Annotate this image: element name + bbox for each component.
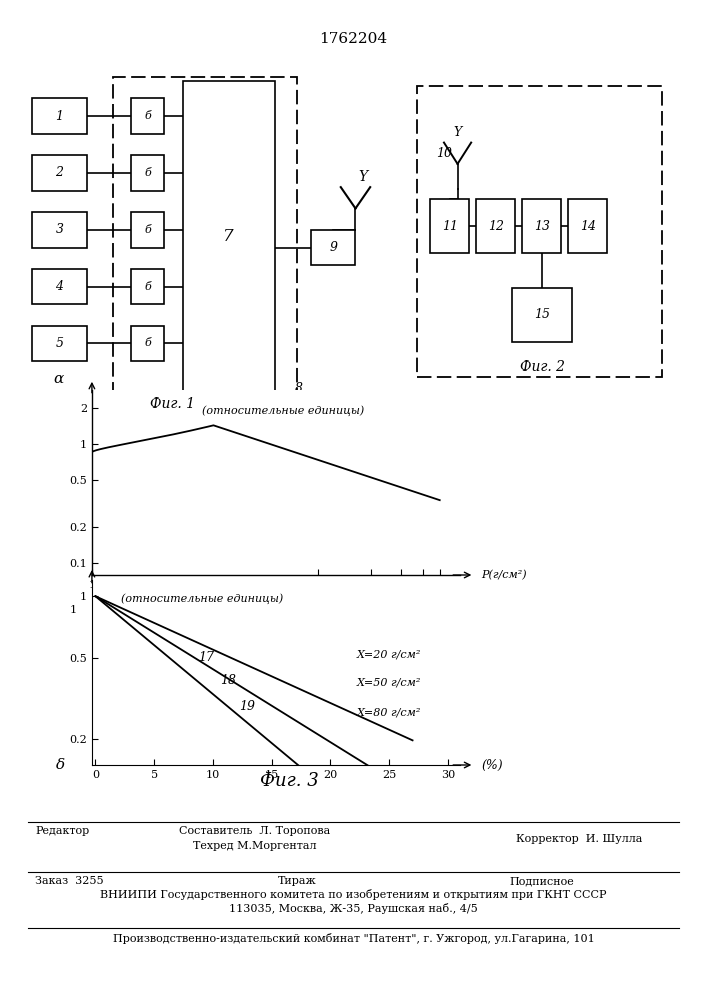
Bar bbox=[512, 288, 571, 342]
Bar bbox=[132, 269, 164, 304]
Bar bbox=[132, 155, 164, 191]
Text: (относительные единицы): (относительные единицы) bbox=[202, 405, 364, 416]
Bar bbox=[431, 199, 469, 253]
Text: δ: δ bbox=[56, 758, 65, 772]
Text: 15: 15 bbox=[534, 308, 550, 322]
Text: 1762204: 1762204 bbox=[320, 32, 387, 46]
Bar bbox=[132, 326, 164, 361]
Text: 10: 10 bbox=[436, 147, 452, 160]
Bar bbox=[32, 155, 87, 191]
Text: Техред М.Моргентал: Техред М.Моргентал bbox=[193, 841, 316, 851]
Text: б: б bbox=[144, 168, 151, 178]
Text: 113035, Москва, Ж-35, Раушская наб., 4/5: 113035, Москва, Ж-35, Раушская наб., 4/5 bbox=[229, 903, 478, 914]
Text: Фиг. 2: Фиг. 2 bbox=[520, 360, 565, 374]
Text: 8: 8 bbox=[295, 382, 303, 395]
Bar bbox=[32, 269, 87, 304]
Text: б: б bbox=[144, 225, 151, 235]
Text: X=50 г/см²: X=50 г/см² bbox=[356, 677, 421, 687]
Text: 3: 3 bbox=[56, 223, 64, 236]
Bar bbox=[132, 98, 164, 134]
Text: 19: 19 bbox=[239, 700, 255, 712]
Text: Фиг. 1: Фиг. 1 bbox=[153, 432, 198, 446]
Bar bbox=[182, 81, 274, 393]
Text: Редактор: Редактор bbox=[35, 826, 90, 836]
Bar bbox=[32, 212, 87, 247]
Text: Фиг. 3: Фиг. 3 bbox=[260, 772, 320, 790]
Text: 9: 9 bbox=[329, 241, 337, 254]
Text: б: б bbox=[144, 338, 151, 348]
Text: 7: 7 bbox=[223, 228, 234, 245]
Text: 11: 11 bbox=[442, 220, 458, 233]
Bar bbox=[32, 98, 87, 134]
Text: 1: 1 bbox=[56, 110, 64, 123]
Bar bbox=[311, 230, 356, 265]
Bar bbox=[132, 212, 164, 247]
Text: X=80 г/см²: X=80 г/см² bbox=[356, 707, 421, 717]
Bar bbox=[568, 199, 607, 253]
Text: Подписное: Подписное bbox=[509, 876, 574, 886]
Text: ВНИИПИ Государственного комитета по изобретениям и открытиям при ГКНТ СССР: ВНИИПИ Государственного комитета по изоб… bbox=[100, 889, 607, 900]
Text: Тираж: Тираж bbox=[278, 876, 316, 886]
Text: 2: 2 bbox=[56, 166, 64, 179]
Text: 13: 13 bbox=[534, 220, 550, 233]
Text: 4: 4 bbox=[56, 280, 64, 293]
Text: 5: 5 bbox=[56, 337, 64, 350]
Text: Заказ  3255: Заказ 3255 bbox=[35, 876, 104, 886]
Bar bbox=[477, 199, 515, 253]
Bar bbox=[113, 77, 297, 397]
Text: Фиг. 1: Фиг. 1 bbox=[151, 397, 195, 411]
Text: 1: 1 bbox=[70, 605, 77, 615]
Text: P(г/см²): P(г/см²) bbox=[481, 570, 527, 580]
Text: Y: Y bbox=[358, 170, 368, 184]
Text: 12: 12 bbox=[488, 220, 504, 233]
Text: Составитель  Л. Торопова: Составитель Л. Торопова bbox=[179, 826, 330, 836]
Text: б: б bbox=[144, 111, 151, 121]
Text: X=20 г/см²: X=20 г/см² bbox=[356, 650, 421, 660]
Text: 18: 18 bbox=[221, 674, 237, 687]
Text: Y: Y bbox=[453, 126, 462, 139]
Text: α: α bbox=[115, 407, 125, 421]
Text: α: α bbox=[54, 372, 64, 386]
Text: (относительные единицы): (относительные единицы) bbox=[121, 593, 284, 604]
Text: Корректор  И. Шулла: Корректор И. Шулла bbox=[516, 834, 643, 844]
Text: 17: 17 bbox=[199, 651, 214, 664]
Text: Производственно-издательский комбинат "Патент", г. Ужгород, ул.Гагарина, 101: Производственно-издательский комбинат "П… bbox=[112, 933, 595, 944]
Bar bbox=[32, 326, 87, 361]
Text: 14: 14 bbox=[580, 220, 596, 233]
Text: (%): (%) bbox=[481, 758, 503, 772]
Text: б: б bbox=[144, 282, 151, 292]
Bar bbox=[522, 199, 561, 253]
